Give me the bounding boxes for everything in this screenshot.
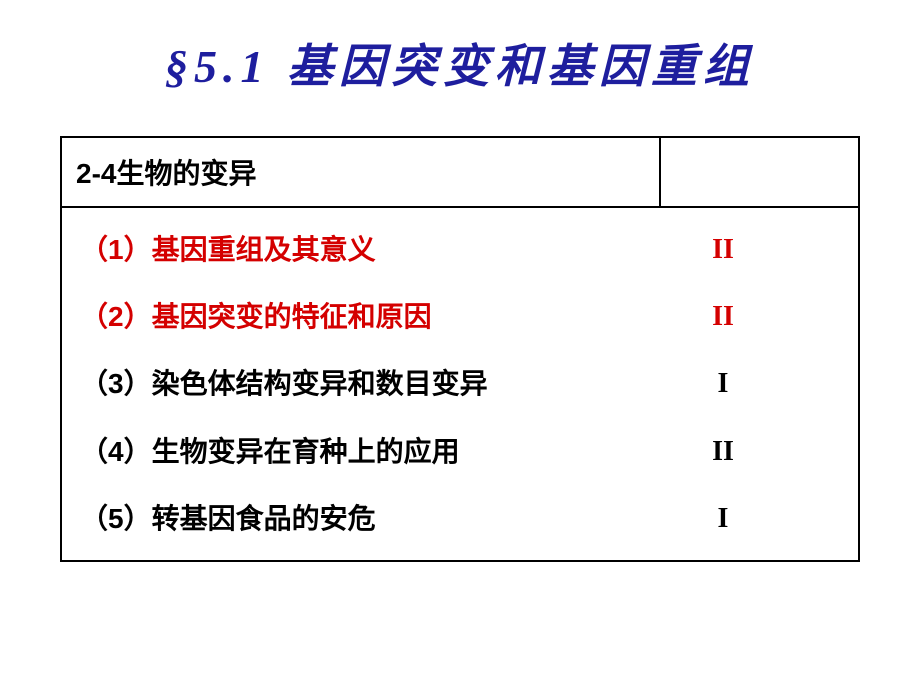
table-row: （2）基因突变的特征和原因 II	[76, 283, 844, 350]
row-label: （1）基因重组及其意义	[76, 216, 652, 283]
content-table-container: 2-4生物的变异 （1）基因重组及其意义 II （2）基因突变的特征和原因 II…	[60, 136, 860, 562]
table-row: （5）转基因食品的安危 I	[76, 485, 844, 552]
content-table: 2-4生物的变异 （1）基因重组及其意义 II （2）基因突变的特征和原因 II…	[60, 136, 860, 562]
table-row: （3）染色体结构变异和数目变异 I	[76, 350, 844, 417]
row-level: II	[652, 283, 844, 350]
table-body-content: （1）基因重组及其意义 II （2）基因突变的特征和原因 II （3）染色体结构…	[76, 208, 844, 560]
row-level: II	[652, 216, 844, 283]
table-header-left: 2-4生物的变异	[61, 137, 660, 207]
row-label: （5）转基因食品的安危	[76, 485, 652, 552]
row-level: I	[652, 350, 844, 417]
row-label: （2）基因突变的特征和原因	[76, 283, 652, 350]
table-header-row: 2-4生物的变异	[61, 137, 859, 207]
table-body-row: （1）基因重组及其意义 II （2）基因突变的特征和原因 II （3）染色体结构…	[61, 207, 859, 561]
row-level: II	[652, 418, 844, 485]
table-header-right	[660, 137, 860, 207]
row-label: （4）生物变异在育种上的应用	[76, 418, 652, 485]
row-label: （3）染色体结构变异和数目变异	[76, 350, 652, 417]
table-row: （1）基因重组及其意义 II	[76, 216, 844, 283]
row-level: I	[652, 485, 844, 552]
page-title: §5.1 基因突变和基因重组	[0, 0, 920, 136]
table-row: （4）生物变异在育种上的应用 II	[76, 418, 844, 485]
